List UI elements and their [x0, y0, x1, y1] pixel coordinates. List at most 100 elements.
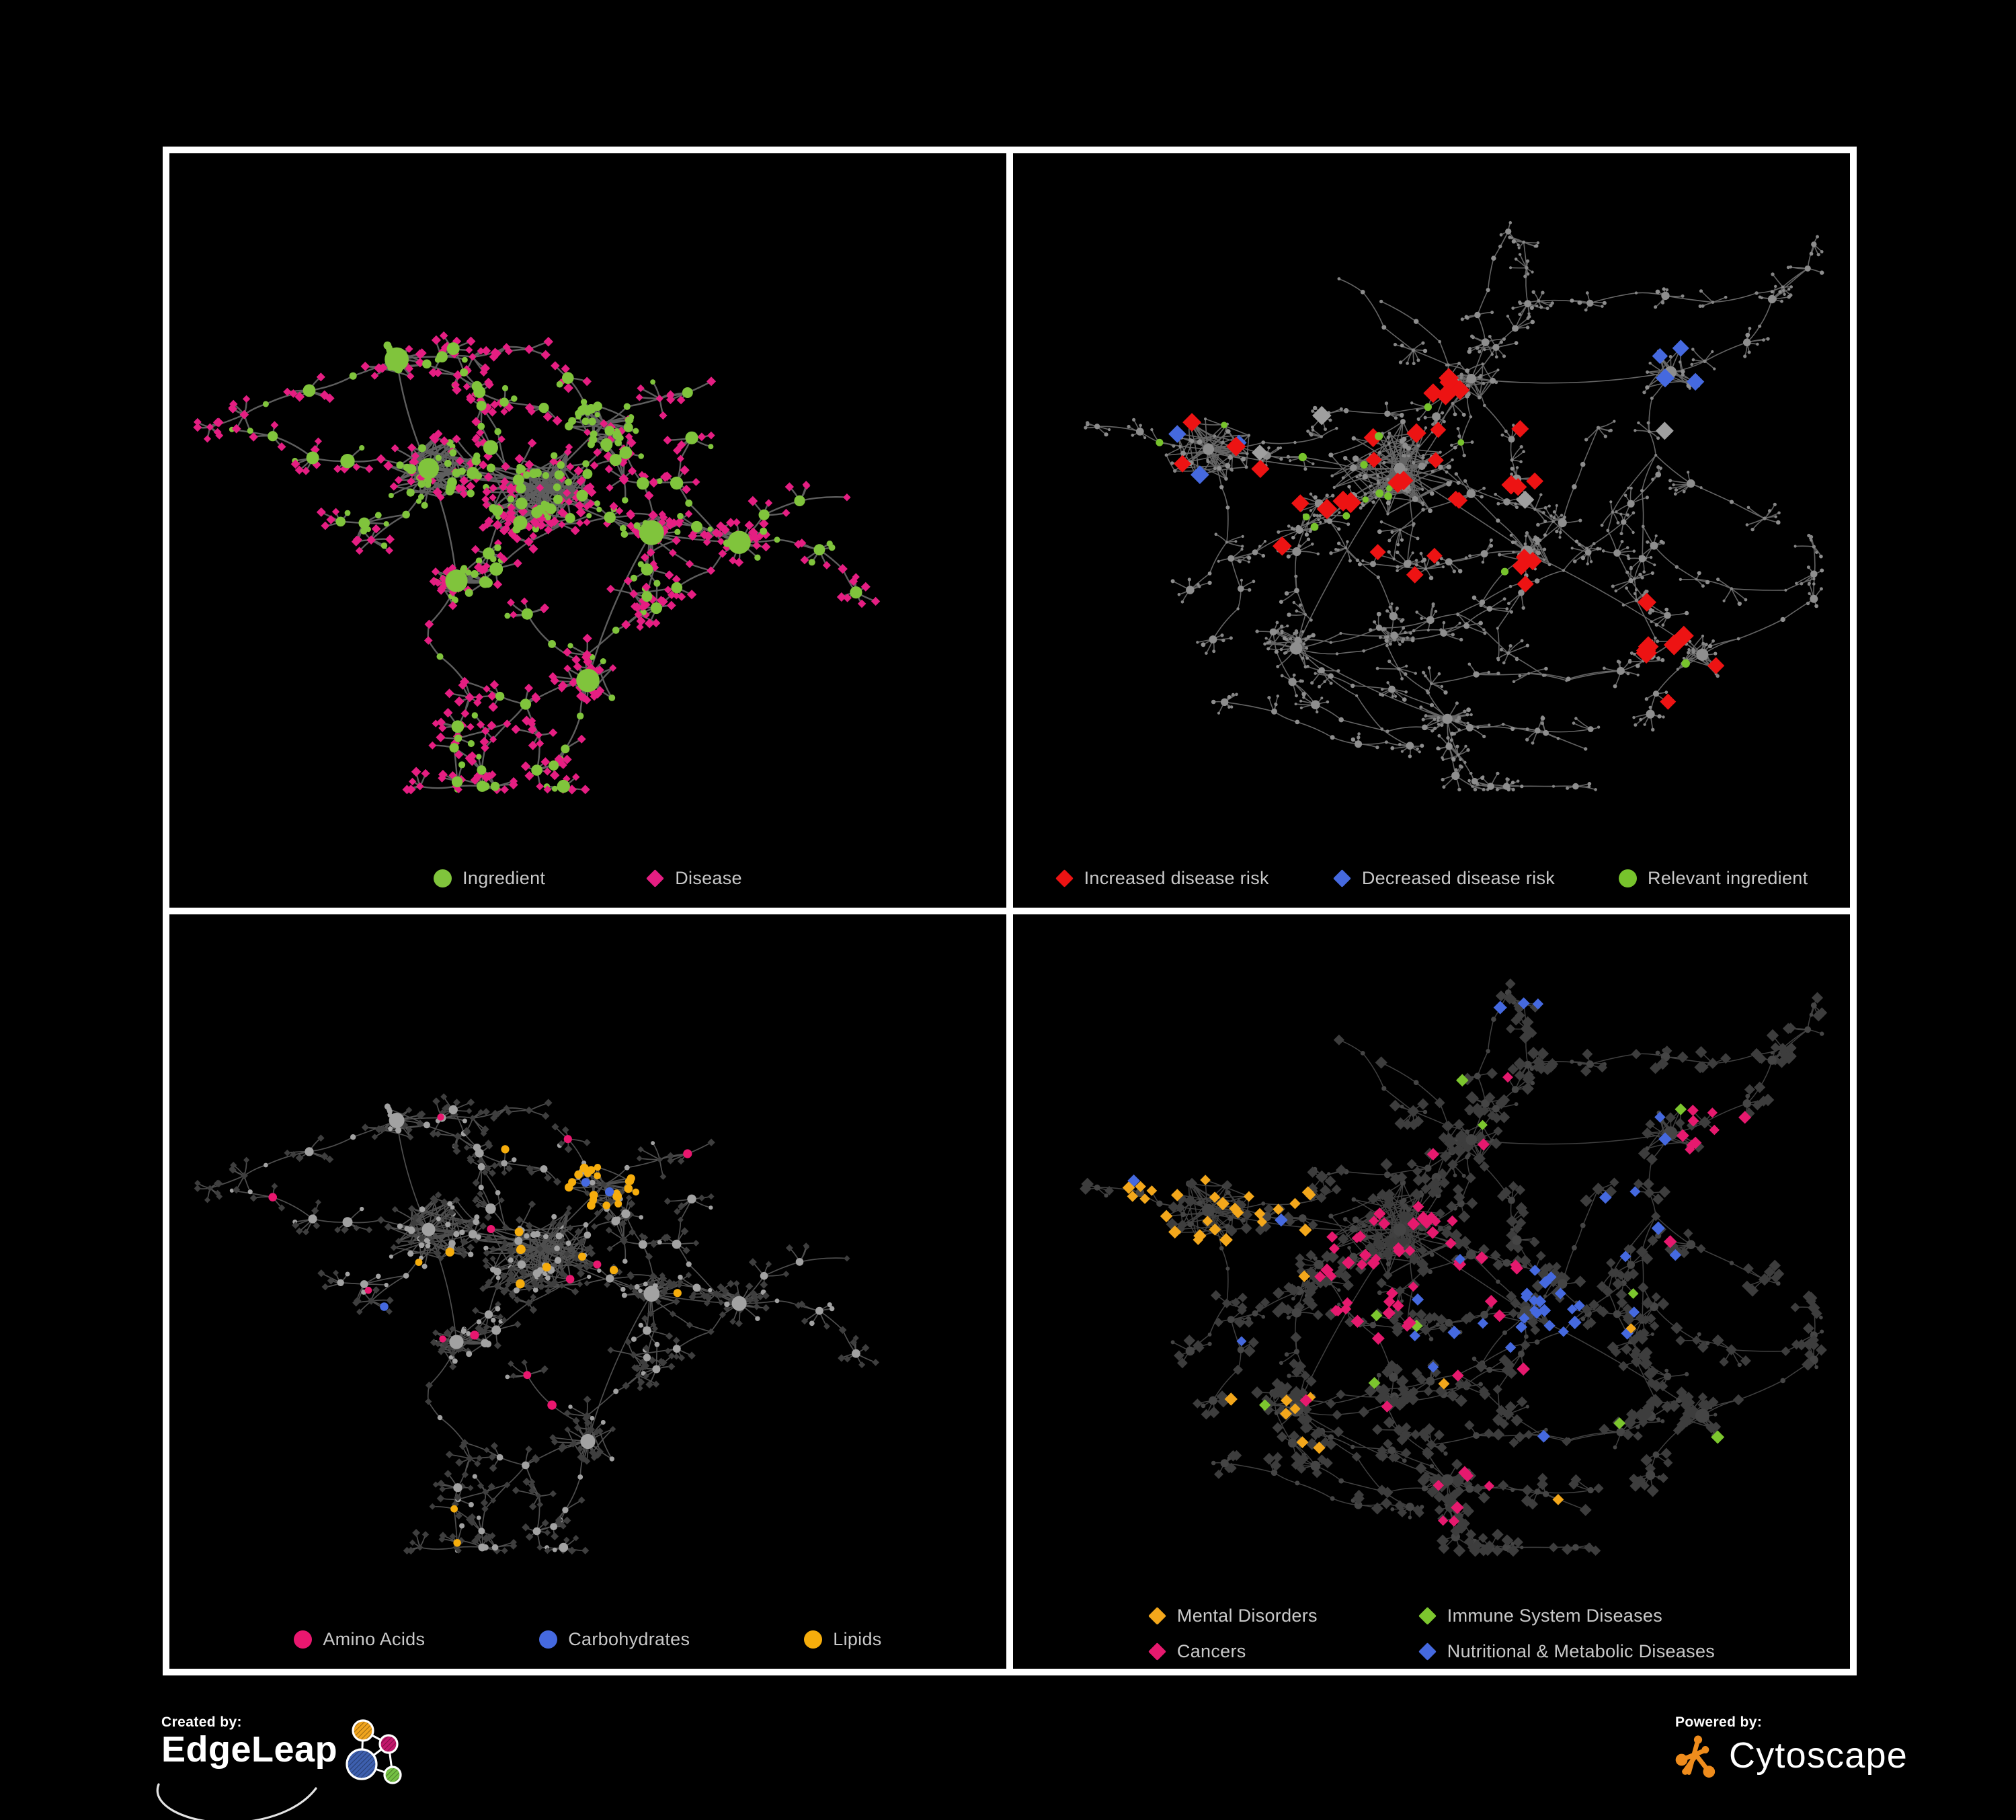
ingredient-node — [581, 418, 590, 426]
disease-node — [1781, 1346, 1791, 1356]
disease-node — [1295, 1253, 1305, 1263]
disease-node — [1567, 1304, 1578, 1314]
ingredient-node — [495, 1306, 501, 1312]
ingredient-node — [1770, 1051, 1774, 1055]
ingredient-node — [553, 494, 563, 504]
disease-node — [1675, 1335, 1686, 1346]
disease-node — [1508, 235, 1512, 239]
disease-node — [1531, 1306, 1543, 1319]
ingredient-node — [1463, 623, 1470, 629]
disease-node — [562, 775, 571, 783]
disease-node — [1301, 656, 1304, 660]
disease-node — [278, 1204, 286, 1212]
disease-node — [525, 1446, 532, 1453]
disease-node — [479, 737, 489, 747]
disease-node — [713, 1290, 721, 1298]
disease-node — [465, 346, 473, 354]
disease-node — [501, 1316, 508, 1324]
ingredient-node — [1656, 656, 1661, 661]
disease-node — [1453, 1544, 1466, 1557]
ingredient-node — [1388, 685, 1396, 693]
ingredient-node — [685, 431, 698, 444]
disease-node — [1451, 458, 1454, 462]
ingredient-node — [491, 1317, 496, 1323]
ingredient-node — [1227, 1316, 1235, 1323]
disease-node — [1447, 1325, 1461, 1339]
ingredient-node — [1337, 527, 1341, 531]
disease-node — [1651, 1221, 1665, 1235]
ingredient-node — [1135, 428, 1144, 436]
ingredient-node — [619, 446, 633, 459]
disease-node — [1676, 1129, 1689, 1142]
ingredient-node — [850, 586, 862, 599]
disease-node — [1509, 533, 1513, 537]
disease-node — [1745, 523, 1749, 526]
ingredient-node — [1094, 1184, 1100, 1191]
disease-node — [666, 600, 676, 610]
ingredient-node — [1696, 648, 1709, 661]
disease-node — [239, 409, 249, 420]
disease-node — [1266, 647, 1271, 651]
ingredient-node — [1473, 1432, 1480, 1439]
ingredient-node — [1465, 1154, 1469, 1160]
ingredient-node — [1440, 629, 1447, 637]
ingredient-node — [1453, 412, 1457, 417]
ingredient-node — [1295, 1480, 1300, 1486]
disease-node — [1525, 727, 1529, 731]
disease-node — [823, 1322, 830, 1330]
disease-node — [1388, 605, 1392, 609]
disease-node — [1636, 673, 1640, 677]
disease-node — [1412, 1201, 1424, 1213]
ingredient-node — [532, 1287, 538, 1293]
disease-node — [549, 1490, 557, 1497]
disease-node — [477, 565, 487, 575]
disease-node — [493, 1546, 501, 1554]
ingredient-node — [485, 1203, 496, 1214]
ingredient-node — [614, 439, 622, 446]
ingredient-node — [1814, 604, 1818, 608]
disease-node — [1746, 1284, 1759, 1297]
disease-node — [544, 1529, 551, 1536]
ingredient-node — [1328, 452, 1334, 458]
disease-node — [1417, 1317, 1428, 1328]
disease-node — [1744, 598, 1748, 602]
ingredient-node — [437, 1415, 443, 1421]
disease-node — [574, 1228, 583, 1236]
ingredient-node — [305, 1147, 314, 1156]
disease-node — [370, 372, 379, 380]
disease-node — [1766, 337, 1770, 341]
disease-node — [558, 520, 566, 528]
disease-node — [409, 777, 417, 786]
disease-node — [1782, 288, 1785, 292]
disease-node — [1768, 509, 1771, 513]
disease-node — [618, 457, 628, 467]
disease-node — [672, 1298, 680, 1306]
ingredient-node — [403, 1273, 409, 1279]
disease-node — [1335, 426, 1338, 430]
disease-node — [527, 725, 537, 735]
disease-node — [563, 383, 573, 393]
disease-node — [637, 1146, 644, 1153]
ingredient-node — [467, 740, 475, 748]
ingredient-node — [494, 544, 501, 551]
disease-node — [417, 1234, 426, 1242]
disease-node — [1656, 1058, 1669, 1070]
disease-node — [240, 1172, 248, 1180]
disease-node — [1668, 479, 1672, 483]
ingredient-node — [1544, 666, 1548, 671]
disease-node — [424, 636, 433, 645]
disease-node — [1266, 641, 1270, 645]
disease-node — [677, 1157, 685, 1165]
disease-node — [457, 1537, 465, 1545]
disease-node — [1382, 1306, 1396, 1320]
ingredient-node — [1510, 540, 1515, 545]
disease-node — [503, 719, 512, 728]
disease-node — [1535, 1062, 1547, 1074]
disease-node — [1466, 748, 1470, 752]
disease-node — [593, 1428, 600, 1436]
disease-node — [636, 1155, 643, 1162]
disease-node — [1160, 1210, 1173, 1223]
disease-node — [1280, 674, 1284, 678]
disease-node — [506, 508, 516, 518]
disease-node — [1410, 401, 1414, 405]
